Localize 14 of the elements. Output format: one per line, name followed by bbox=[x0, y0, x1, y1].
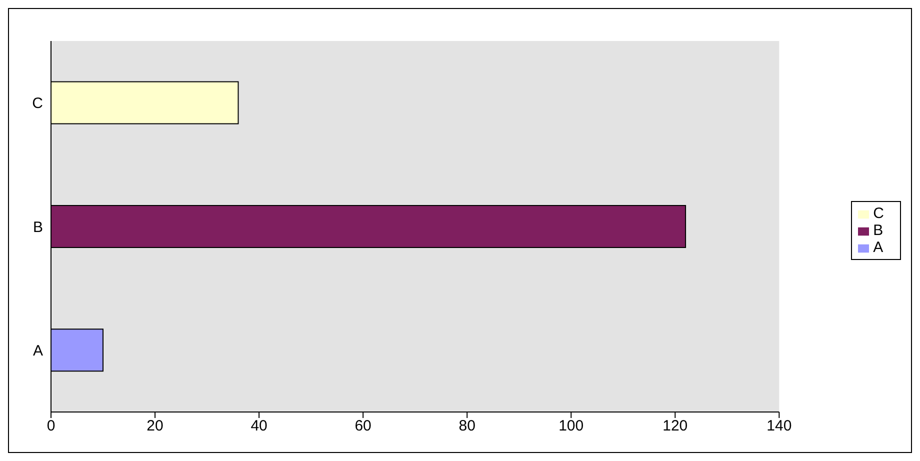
y-tick-label: C bbox=[32, 95, 44, 112]
y-tick-label: A bbox=[32, 342, 43, 360]
x-tick-label: 120 bbox=[662, 418, 688, 435]
x-tick-label: 140 bbox=[766, 418, 792, 435]
legend-label: C bbox=[873, 205, 884, 222]
x-tick-label: 20 bbox=[146, 418, 164, 435]
legend-label: A bbox=[873, 239, 884, 256]
x-tick-label: 0 bbox=[46, 418, 56, 435]
x-tick-label: 80 bbox=[458, 418, 476, 435]
x-tick-label: 100 bbox=[558, 418, 584, 435]
legend-label: B bbox=[873, 222, 884, 239]
y-tick-label: B bbox=[32, 218, 43, 236]
x-tick-label: 60 bbox=[354, 418, 372, 435]
x-tick-label: 40 bbox=[250, 418, 268, 435]
